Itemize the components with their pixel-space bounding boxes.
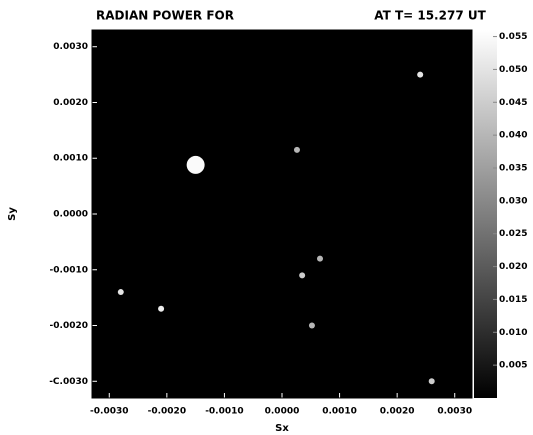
chart-title: RADIAN POWER FOR [96,9,234,23]
spot [117,289,124,296]
spot [186,155,205,174]
y-tick-label: 0.0020 [53,98,88,108]
colorbar-tick-label: 0.005 [499,361,527,371]
colorbar-tick-label: 0.010 [499,328,527,338]
spot [158,305,165,312]
chart-subtitle: AT T= 15.277 UT [374,9,486,23]
y-tick-label: 0.0010 [53,154,88,164]
spot [317,255,323,262]
x-tick-label: -0.0010 [205,407,243,417]
colorbar-tick-label: 0.015 [499,295,527,305]
y-axis-label: Sy [7,207,18,221]
x-tick-label: 0.0020 [380,407,415,417]
spot [428,378,435,385]
colorbar-tick-label: 0.040 [499,131,527,141]
spot [299,272,306,279]
x-tick-label: 0.0000 [265,407,300,417]
colorbar-tick-label: 0.055 [499,32,527,42]
x-tick-label: 0.0010 [322,407,357,417]
spot [293,146,300,153]
x-tick-label: -0.0030 [90,407,128,417]
colorbar-tick-label: 0.045 [499,98,527,108]
x-tick-label: 0.0030 [437,407,472,417]
y-tick-label: -0.0010 [50,265,88,275]
spot [417,71,424,78]
y-tick-label: 0.0030 [53,42,88,52]
plot-frame [91,29,473,399]
colorbar-tick-label: 0.030 [499,196,527,206]
colorbar-tick-label: 0.050 [499,65,527,75]
colorbar-tick-label: 0.035 [499,164,527,174]
y-tick-label: 0.0000 [53,210,88,220]
x-tick-label: -0.0020 [148,407,186,417]
colorbar-tick-label: 0.020 [499,262,527,272]
colorbar [474,30,497,398]
plot-background [92,30,472,398]
y-tick-label: -0.0020 [50,321,88,331]
y-tick-label: -C.0030 [49,377,88,387]
spot [308,322,315,329]
x-axis-label: Sx [275,423,289,434]
colorbar-tick-label: 0.025 [499,229,527,239]
